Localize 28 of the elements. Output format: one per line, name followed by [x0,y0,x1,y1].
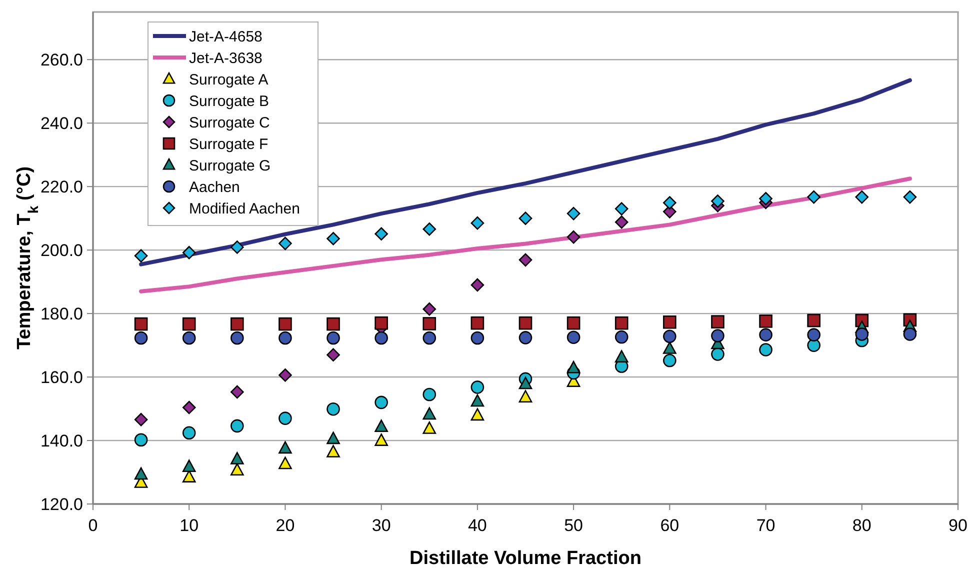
x-tick-label: 50 [564,516,584,535]
legend-label: Surrogate F [189,136,268,153]
y-tick-label: 220.0 [40,178,83,197]
x-tick-label: 70 [756,516,776,535]
x-tick-label: 60 [660,516,680,535]
legend-label: Surrogate A [189,72,268,88]
x-tick-label: 10 [180,516,199,535]
legend-label: Surrogate G [189,158,271,174]
legend-label: Jet-A-4658 [189,28,262,46]
legend-label: Surrogate B [189,93,270,110]
legend-label: Modified Aachen [189,200,300,218]
x-tick-label: 0 [88,516,98,535]
legend-label: Aachen [189,179,240,196]
y-tick-label: 240.0 [40,114,83,134]
y-tick-label: 160.0 [40,368,83,388]
legend-label: Jet-A-3638 [189,50,262,67]
x-tick-label: 90 [948,516,968,535]
x-tick-label: 30 [372,516,391,535]
legend-label: Surrogate C [189,114,270,132]
y-tick-label: 140.0 [40,432,83,451]
y-tick-label: 260.0 [40,50,83,70]
x-axis-title: Distillate Volume Fraction [410,548,642,569]
y-tick-label: 180.0 [40,304,83,324]
x-tick-label: 20 [276,516,295,535]
x-tick-label: 40 [468,516,487,535]
y-tick-label: 120.0 [40,495,83,514]
x-tick-label: 80 [852,516,872,535]
y-tick-label: 200.0 [40,241,83,260]
